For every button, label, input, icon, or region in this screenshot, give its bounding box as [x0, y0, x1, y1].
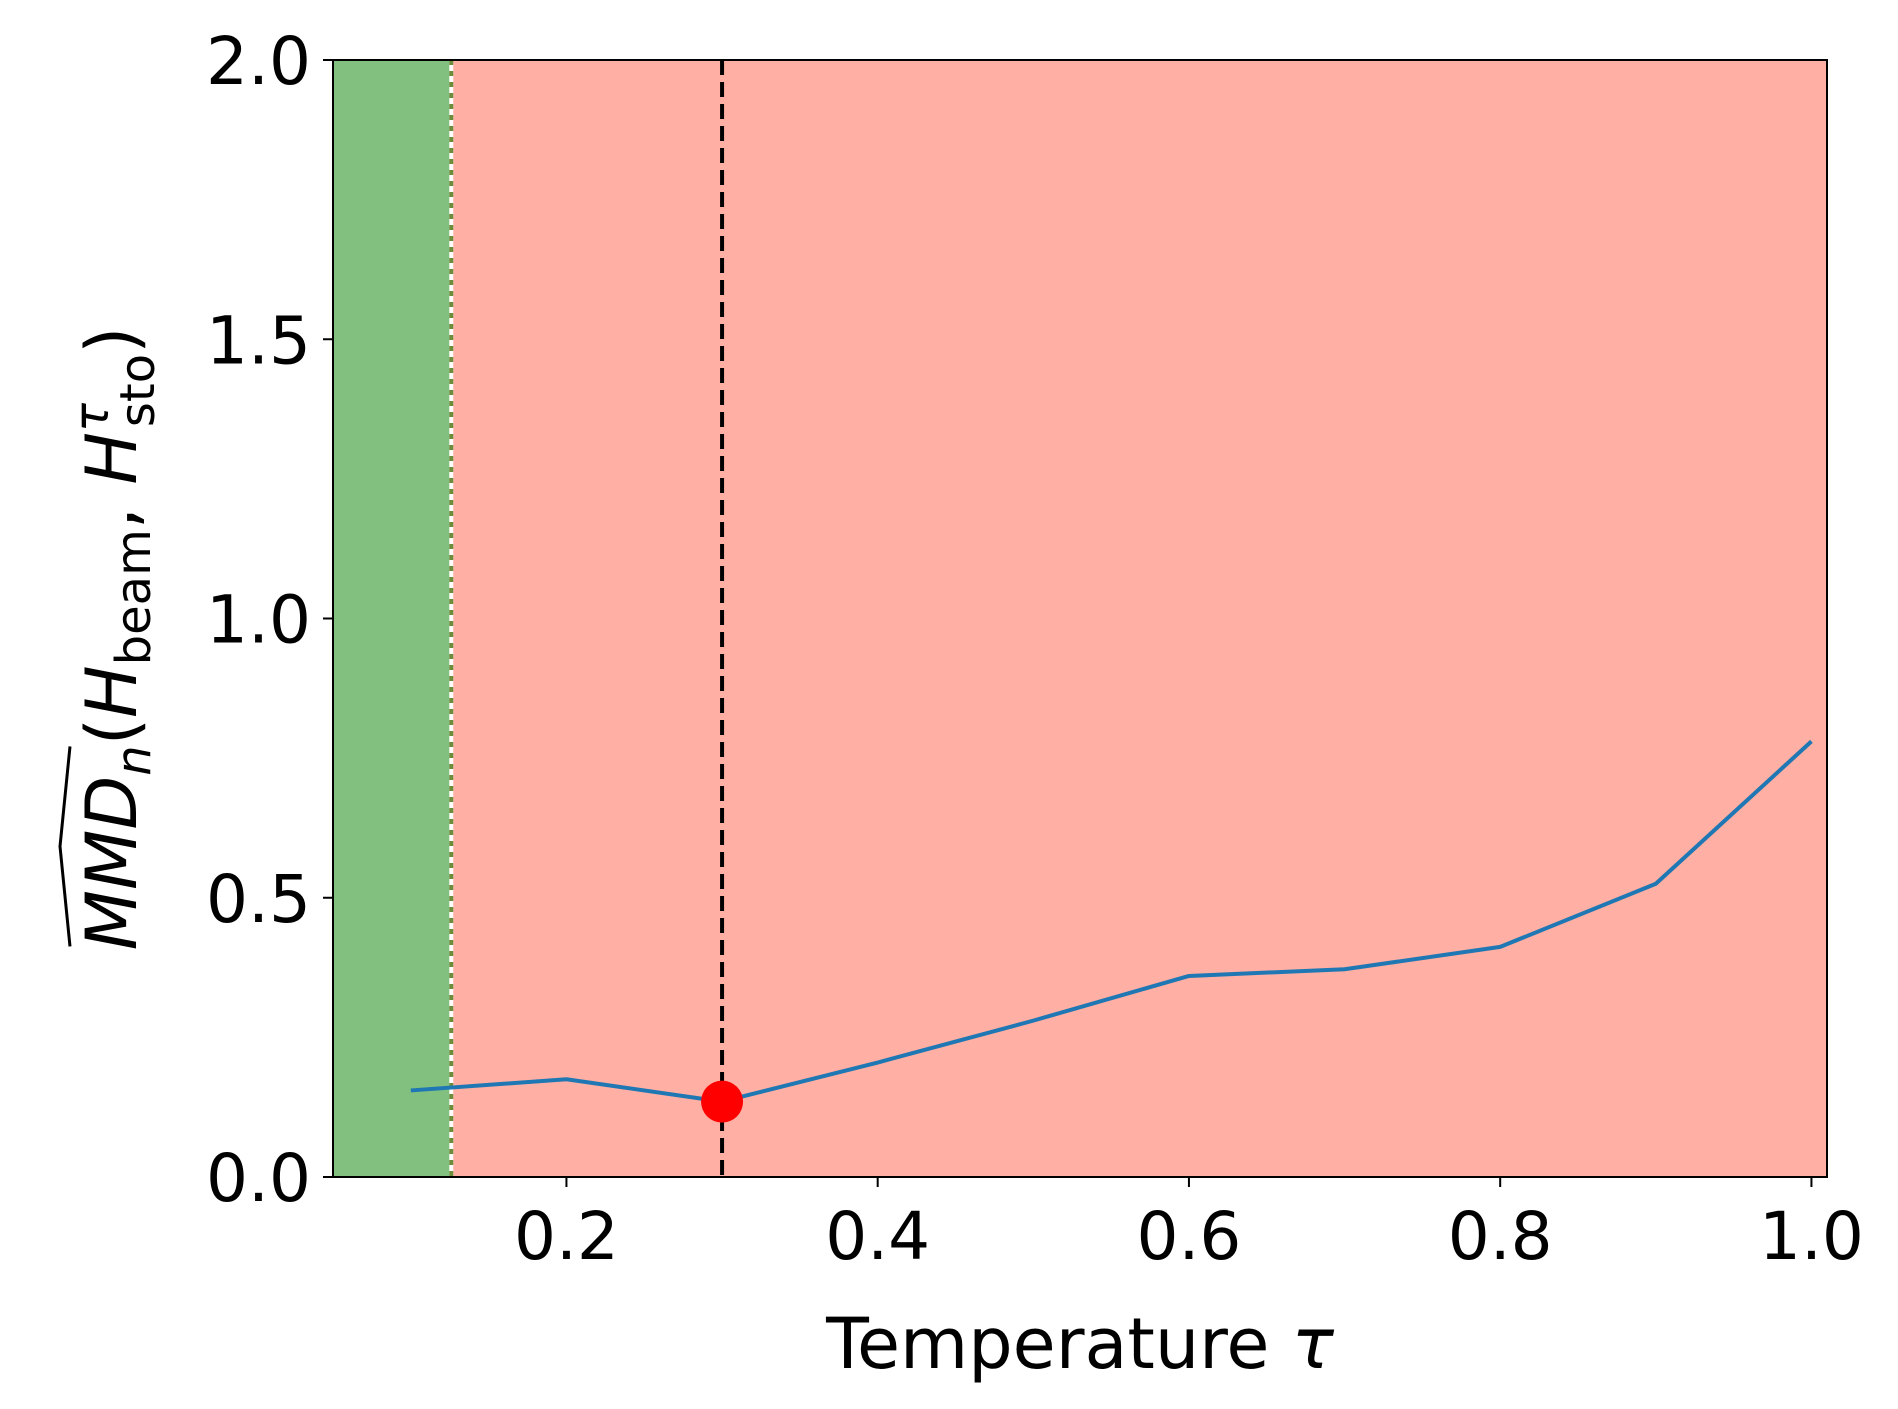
y-label-arg2: H: [71, 432, 153, 485]
x-tick-label: 0.2: [514, 1198, 619, 1275]
y-label-base: MMD: [71, 776, 153, 951]
y-tick-label: 0.0: [206, 1140, 311, 1217]
y-label-close: ): [71, 327, 153, 354]
y-label-hat: [58, 746, 72, 947]
x-axis-label-symbol: τ: [1292, 1303, 1335, 1385]
y-label-sep: ,: [71, 485, 153, 530]
series-line-0: [410, 739, 1813, 1104]
y-axis-ticks: 0.0 0.5 1.0 1.5 2.0: [206, 23, 333, 1217]
y-tick-label: 1.5: [206, 302, 311, 379]
region-1: [451, 60, 1827, 1177]
x-tick-label: 0.6: [1136, 1198, 1241, 1275]
y-label-open: (: [71, 718, 153, 745]
y-label-arg1: H: [71, 665, 153, 718]
y-label-arg1-sub: beam: [106, 529, 162, 665]
x-axis-ticks: 0.2 0.4 0.6 0.8 1.0: [514, 1177, 1864, 1275]
y-label-arg2-sup: τ: [64, 402, 120, 432]
series-group: [410, 739, 1813, 1104]
y-tick-label: 2.0: [206, 23, 311, 100]
marker-group: [701, 1080, 744, 1123]
x-tick-label: 0.8: [1448, 1198, 1553, 1275]
y-label-arg2-sub: sto: [110, 354, 166, 427]
x-tick-label: 0.4: [825, 1198, 930, 1275]
y-tick-label: 0.5: [206, 861, 311, 938]
y-axis-label: MMDn(Hbeam, Hτsto): [58, 327, 166, 951]
svg-text:MMDn(Hbeam, Hτsto): MMDn(Hbeam, Hτsto): [64, 327, 166, 951]
x-axis-label-text: Temperature: [825, 1303, 1269, 1385]
y-label-sub: n: [106, 745, 162, 775]
background-regions: [333, 60, 1827, 1177]
highlight-point: [701, 1080, 744, 1123]
y-tick-label: 1.0: [206, 582, 311, 659]
region-0: [333, 60, 452, 1177]
reference-lines: [449, 60, 725, 1177]
x-axis-label: Temperature τ: [825, 1303, 1335, 1385]
x-tick-label: 1.0: [1759, 1198, 1864, 1275]
